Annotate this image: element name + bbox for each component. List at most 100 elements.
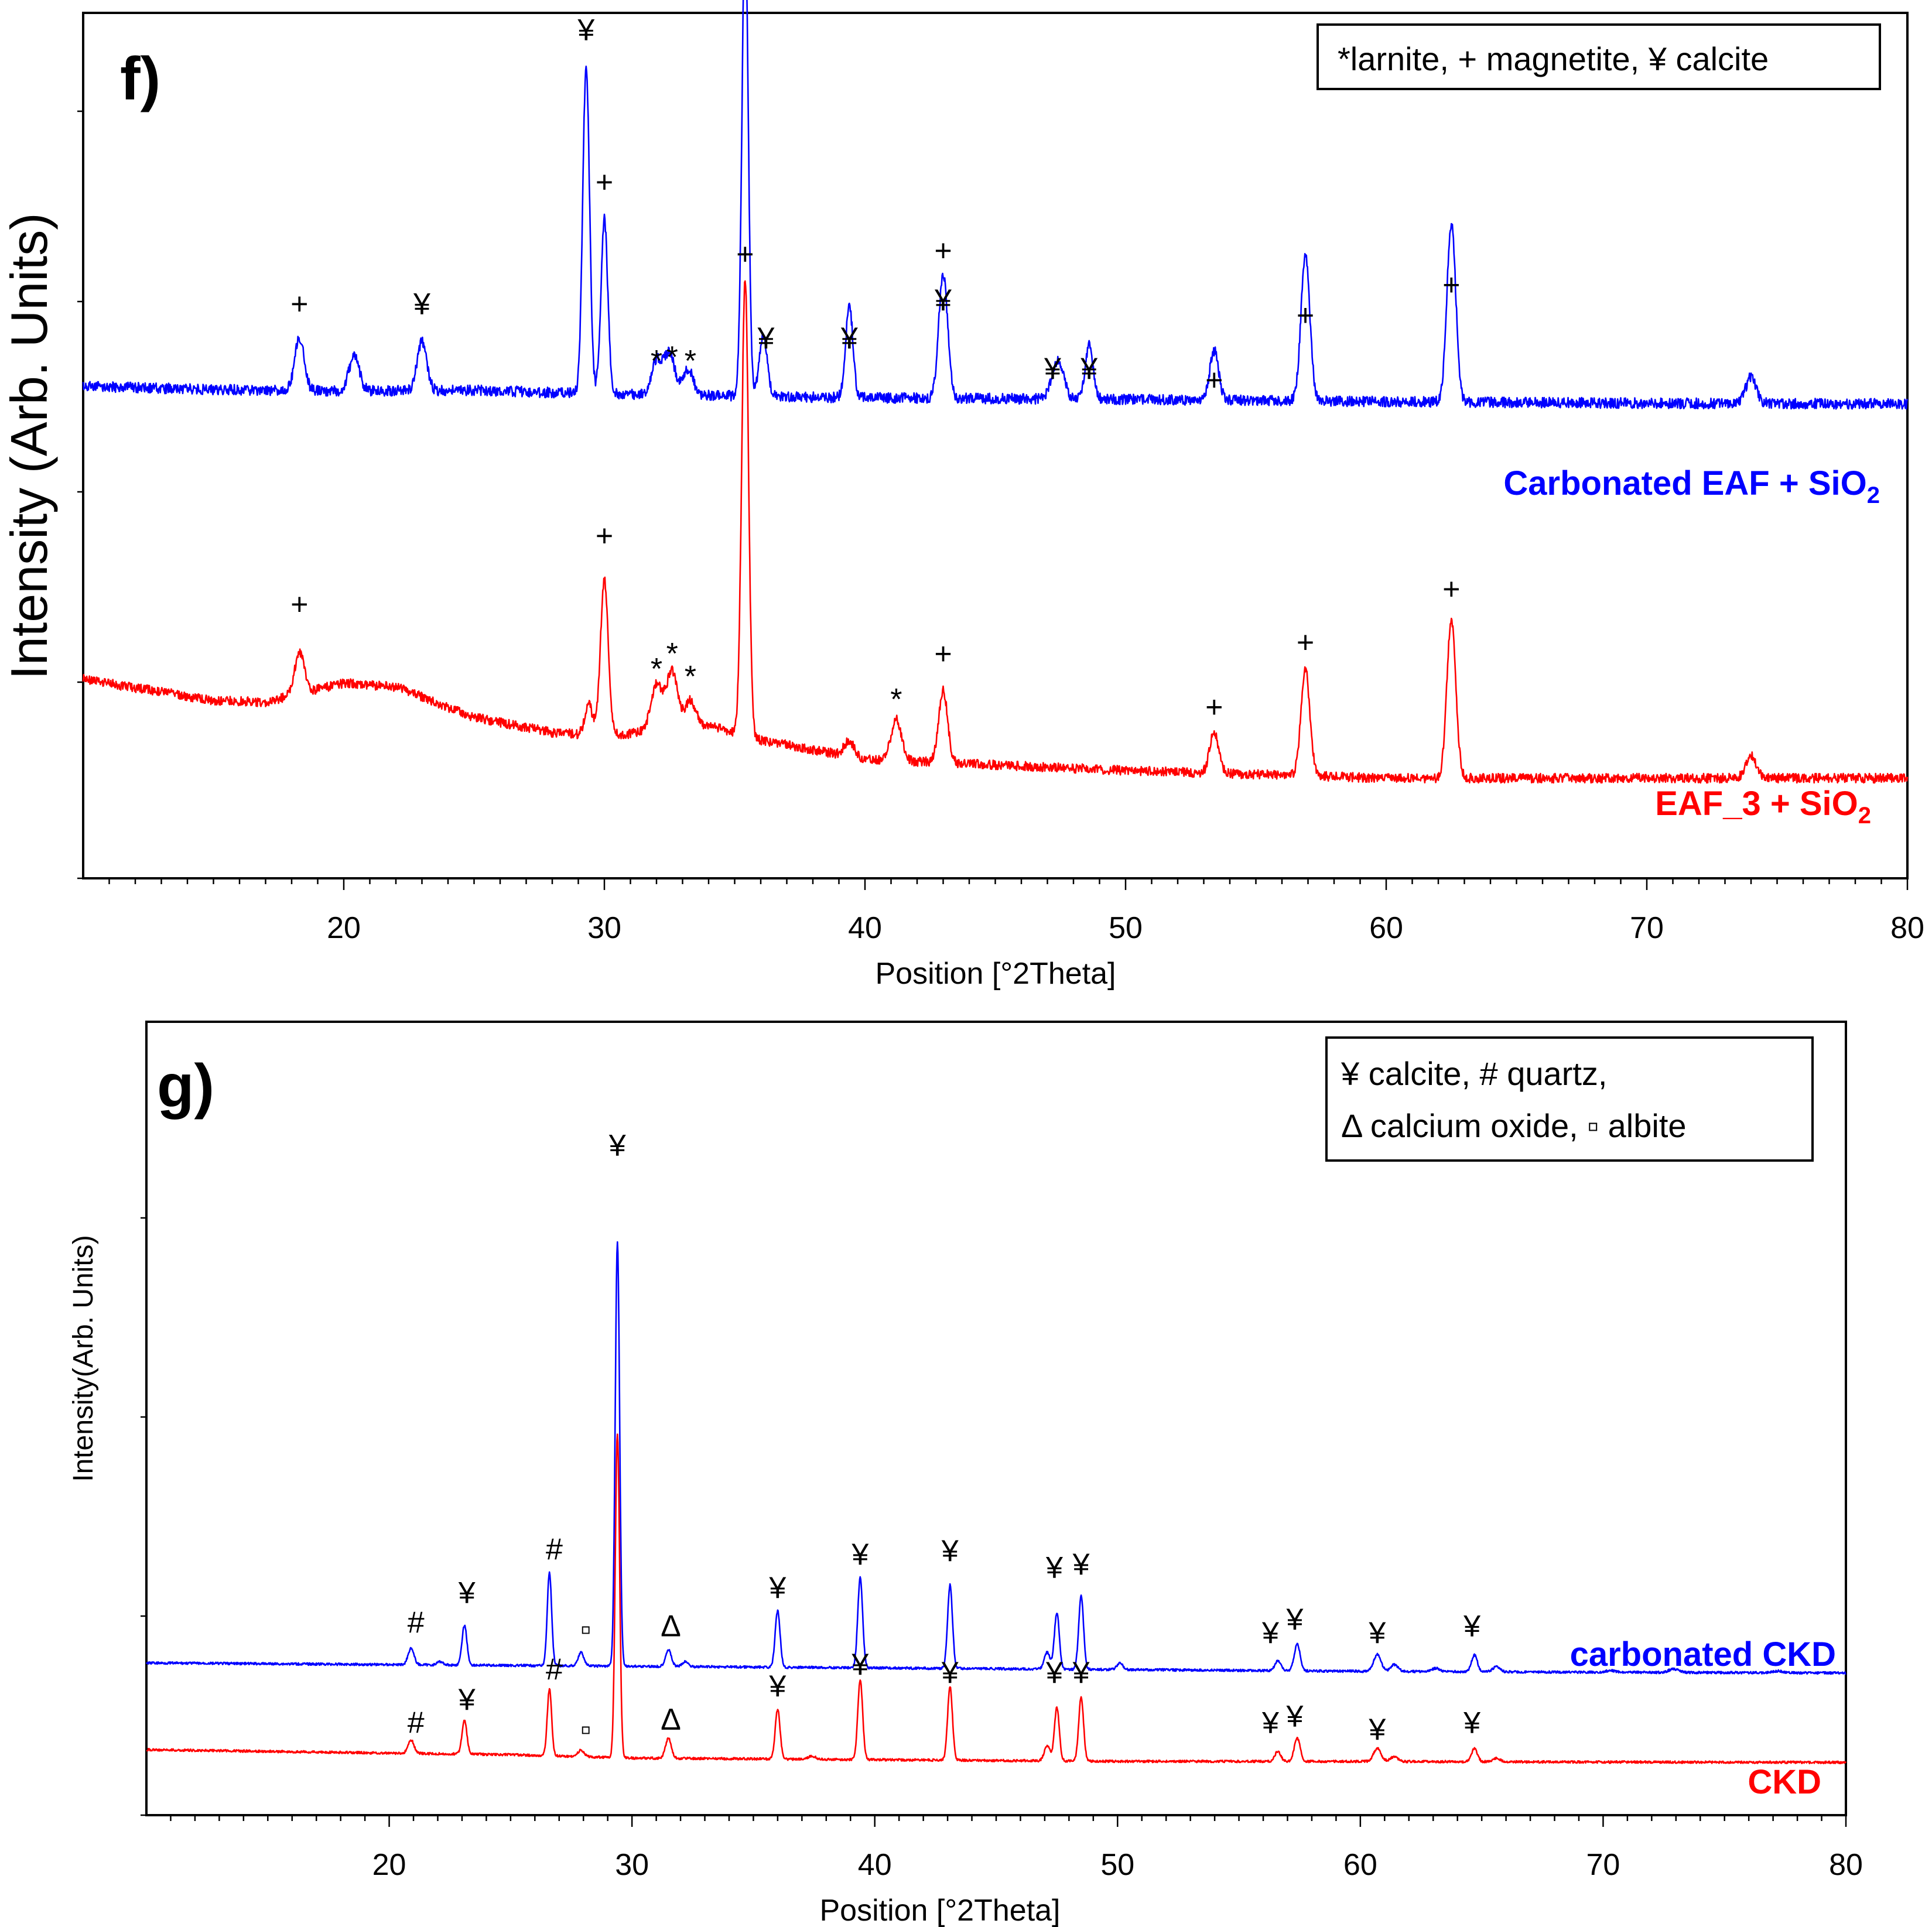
peak-marker: ¥ — [608, 1129, 626, 1163]
x-tick-label: 20 — [327, 911, 361, 945]
panel-f-x-axis-title: Position [°2Theta] — [875, 957, 1116, 991]
peak-marker: + — [596, 166, 613, 200]
panel-g: 20 30 40 50 60 70 80 #¥#▫¥Δ¥¥ ¥ ¥ ¥¥ ¥ ¥ ¥#¥#▫ Δ¥¥ ¥ ¥ ¥… — [68, 1021, 1863, 1927]
series-line-g-1 — [146, 1433, 1847, 1765]
peak-marker: ¥ — [768, 1669, 786, 1703]
peak-marker: ¥ — [1368, 1713, 1386, 1747]
panel-f-ticks — [77, 110, 1909, 890]
x-tick-label: 50 — [1109, 911, 1143, 945]
peak-marker: + — [1442, 573, 1460, 607]
panel-g-label: g) — [157, 1052, 214, 1120]
panel-f-y-axis-title: Intensity (Arb. Units) — [0, 213, 58, 679]
x-tick-label: 80 — [1829, 1848, 1863, 1882]
peak-marker: ¥ — [1463, 1706, 1480, 1740]
panel-f-x-tick-labels: 20 30 40 50 60 70 80 — [327, 911, 1924, 945]
peak-marker: ¥ — [413, 287, 430, 321]
peak-marker: ▫ — [580, 1613, 591, 1647]
peak-marker: ¥ — [851, 1538, 868, 1572]
panel-g-ticks — [141, 1217, 1847, 1827]
panel-f-label: f) — [120, 45, 160, 113]
peak-marker: + — [1297, 626, 1314, 660]
peak-marker: * — [666, 341, 678, 375]
peak-marker: # — [408, 1706, 425, 1740]
peak-marker: ¥ — [851, 1648, 868, 1682]
series-line-f-0 — [82, 0, 1909, 410]
peak-marker: * — [685, 344, 696, 378]
panel-g-legend-line-1: ¥ calcite, # quartz, — [1341, 1055, 1607, 1092]
peak-marker: ¥ — [1044, 352, 1061, 386]
peak-marker: + — [290, 588, 308, 622]
series-label-eaf3: EAF_3 + SiO2 — [1655, 785, 1871, 829]
peak-marker: ▫ — [580, 1713, 591, 1747]
panel-f-peak-markers: +¥¥+***+¥¥¥+¥¥+++++***+*++++ — [290, 13, 1460, 725]
peak-marker: + — [1205, 364, 1223, 398]
panel-g-legend: ¥ calcite, # quartz, Δ calcium oxide, ▫ … — [1325, 1036, 1814, 1162]
peak-marker: ¥ — [458, 1576, 476, 1610]
panel-g-series — [145, 1241, 1847, 1765]
peak-marker: * — [666, 637, 678, 671]
peak-marker: # — [546, 1532, 563, 1566]
peak-marker: ¥ — [1045, 1656, 1063, 1690]
x-tick-label: 30 — [587, 911, 621, 945]
peak-marker: ¥ — [934, 283, 952, 317]
series-label-ckd: CKD — [1748, 1763, 1821, 1801]
series-label-carbonated-eaf: Carbonated EAF + SiO2 — [1503, 464, 1880, 508]
series-line-g-0 — [145, 1241, 1846, 1675]
peak-marker: * — [890, 683, 902, 717]
peak-marker: ¥ — [1285, 1603, 1303, 1637]
peak-marker: ¥ — [1045, 1551, 1063, 1585]
peak-marker: ¥ — [1072, 1656, 1090, 1690]
peak-marker: + — [934, 637, 952, 671]
panel-f-legend-text: *larnite, + magnetite, ¥ calcite — [1338, 40, 1769, 77]
peak-marker: + — [934, 234, 952, 268]
peak-marker: # — [408, 1606, 425, 1640]
panel-g-peak-markers: #¥#▫¥Δ¥¥ ¥ ¥ ¥¥ ¥ ¥ ¥#¥#▫ Δ¥¥ ¥ ¥ ¥¥ ¥ ¥ ¥ — [408, 1129, 1480, 1747]
x-tick-label: 30 — [615, 1848, 649, 1882]
peak-marker: ¥ — [768, 1571, 786, 1605]
peak-marker: + — [290, 287, 308, 321]
x-tick-label: 40 — [858, 1848, 892, 1882]
x-tick-label: 60 — [1343, 1848, 1377, 1882]
peak-marker: ¥ — [1080, 352, 1097, 386]
panel-g-x-tick-labels: 20 30 40 50 60 70 80 — [372, 1848, 1863, 1882]
peak-marker: ¥ — [1285, 1699, 1303, 1733]
panel-g-x-axis-title: Position [°2Theta] — [819, 1894, 1060, 1927]
peak-marker: ¥ — [1261, 1616, 1279, 1650]
peak-marker: ¥ — [1463, 1609, 1480, 1643]
peak-marker: * — [685, 660, 696, 694]
series-label-carbonated-ckd: carbonated CKD — [1570, 1635, 1836, 1673]
peak-marker: ¥ — [1368, 1616, 1386, 1650]
x-tick-label: 80 — [1890, 911, 1924, 945]
x-tick-label: 70 — [1586, 1848, 1620, 1882]
peak-marker: # — [546, 1653, 563, 1687]
x-tick-label: 40 — [848, 911, 882, 945]
panel-g-legend-line-2: Δ calcium oxide, ▫ albite — [1341, 1107, 1687, 1144]
peak-marker: + — [1205, 690, 1223, 724]
x-tick-label: 60 — [1369, 911, 1403, 945]
panel-f-series — [82, 0, 1909, 784]
peak-marker: ¥ — [941, 1534, 959, 1568]
panel-g-y-axis-title: Intensity(Arb. Units) — [68, 1235, 99, 1481]
series-line-f-1 — [82, 280, 1909, 784]
peak-marker: + — [1297, 299, 1314, 333]
peak-marker: ¥ — [840, 321, 858, 355]
peak-marker: Δ — [661, 1703, 681, 1737]
peak-marker: Δ — [661, 1609, 681, 1643]
panel-f-legend-box — [1317, 23, 1881, 90]
peak-marker: + — [596, 519, 613, 553]
x-tick-label: 20 — [372, 1848, 406, 1882]
peak-marker: ¥ — [458, 1683, 476, 1717]
peak-marker: * — [651, 652, 662, 686]
peak-marker: ¥ — [577, 13, 594, 47]
peak-marker: ¥ — [1072, 1548, 1090, 1582]
peak-marker: * — [651, 344, 662, 378]
peak-marker: ¥ — [941, 1656, 959, 1690]
peak-marker: + — [1442, 268, 1460, 302]
panel-g-legend-box — [1325, 1036, 1814, 1162]
panel-f-legend: *larnite, + magnetite, ¥ calcite — [1317, 23, 1881, 90]
peak-marker: ¥ — [1261, 1706, 1279, 1740]
x-tick-label: 50 — [1100, 1848, 1134, 1882]
peak-marker: + — [736, 238, 754, 272]
